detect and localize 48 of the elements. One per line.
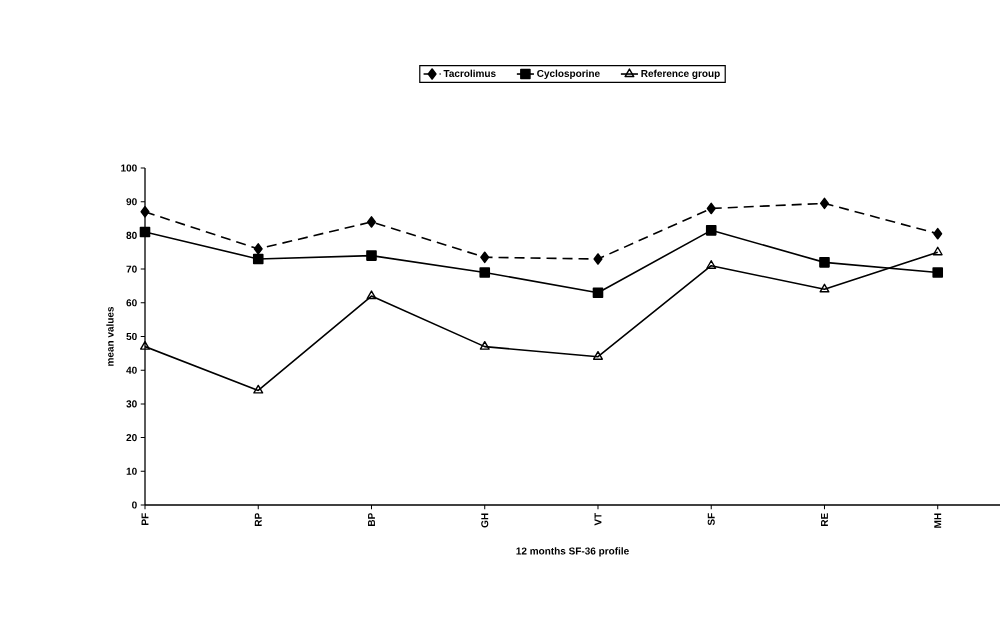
x-tick-label: RE [821,513,828,527]
point [139,226,151,238]
x-tick-label: GH [481,513,489,528]
point [705,225,717,236]
y-tick-label: 20 [126,434,137,442]
y-tick-label: 100 [121,164,137,172]
x-tick-label: PF [141,513,149,525]
y-tick-label: 30 [126,400,137,408]
y-axis-title: mean values [106,306,114,366]
legend-label: Cyclosporine [537,69,600,79]
x-tick-label: VT [594,512,602,526]
x-tick-label: RP [254,513,262,527]
y-tick-label: 70 [126,265,137,273]
point [819,283,830,293]
point [366,290,377,300]
point [140,206,150,218]
point [480,251,490,264]
point [819,197,830,210]
legend-label: Tacrolimus [443,69,496,77]
point [932,267,944,278]
point [479,267,491,278]
x-tick-label: BP [368,513,375,527]
y-tick-label: 0 [132,501,137,509]
y-tick-label: 40 [126,366,137,374]
y-tick-label: 80 [126,231,137,239]
legend-label: Reference group [641,69,720,80]
y-tick-label: 10 [126,467,137,475]
x-tick-label: MH [934,513,942,528]
x-axis-title: 12 months SF-36 profile [516,547,629,557]
point [139,340,151,350]
y-tick-label: 60 [126,299,137,307]
point [366,216,377,228]
x-tick-label: SF [707,513,715,526]
point [932,246,943,256]
point [706,202,716,215]
point [252,253,264,265]
y-tick-label: 50 [126,332,137,341]
point [933,227,943,240]
point [592,351,604,360]
point [253,384,264,394]
y-tick-label: 90 [126,198,137,206]
point [593,253,603,265]
point [479,340,490,350]
point [819,257,830,268]
point [366,250,377,261]
point [706,260,717,269]
point [253,243,263,255]
point [592,287,604,298]
